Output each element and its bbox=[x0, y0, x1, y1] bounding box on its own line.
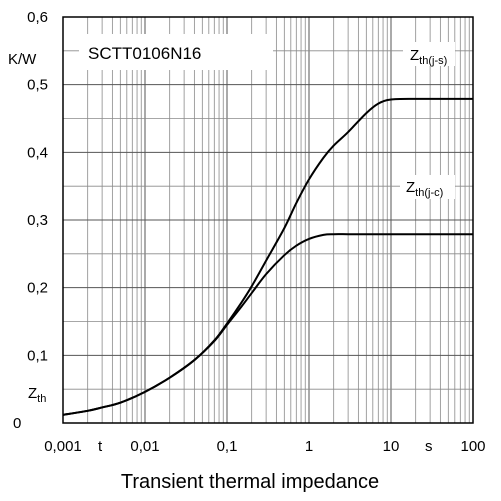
series-label-th-j-c-sub: th(j-c) bbox=[415, 187, 443, 199]
y-tick-label: 0,2 bbox=[27, 280, 48, 297]
series-label-th-j-s-main: Z bbox=[410, 47, 419, 64]
series-label-bg-js bbox=[403, 42, 455, 66]
x-tick-label: 100 bbox=[460, 438, 485, 455]
x-tick-label: 0,1 bbox=[217, 438, 238, 455]
y-tick-label: 0,1 bbox=[27, 347, 48, 364]
y-axis-symbol: Zth bbox=[28, 385, 46, 405]
y-tick-label: 0,6 bbox=[27, 9, 48, 26]
series-layer bbox=[62, 97, 473, 416]
y-tick-label: 0,5 bbox=[27, 77, 48, 94]
series-line-thj-c bbox=[62, 233, 473, 416]
series-label-th-j-s-sub: th(j-s) bbox=[419, 55, 447, 67]
x-tick-label: 1 bbox=[305, 438, 313, 455]
grid bbox=[62, 17, 473, 423]
device-label: SCTT0106N16 bbox=[88, 44, 201, 63]
x-tick-label: 0,01 bbox=[130, 438, 159, 455]
y-unit-label: K/W bbox=[8, 51, 37, 68]
series-label-th-j-c: Zth(j-c) bbox=[406, 179, 443, 199]
x-axis-symbol: t bbox=[98, 438, 103, 455]
y-axis-symbol-main: Z bbox=[28, 385, 37, 402]
y-tick-label: 0,4 bbox=[27, 144, 48, 161]
plot-frame bbox=[62, 16, 474, 424]
tick-labels: 0,001 0,01 0,1 1 10 100 0 0,1 0,2 0,3 0,4 0,5 0,6 bbox=[13, 9, 486, 455]
series-label-bg-jc bbox=[400, 175, 455, 199]
series-label-th-j-s: Zth(j-s) bbox=[410, 47, 447, 67]
y-axis-symbol-sub: th bbox=[37, 393, 46, 405]
y-tick-label: 0 bbox=[13, 415, 21, 432]
series-label-th-j-c-main: Z bbox=[406, 179, 415, 196]
chart-caption: Transient thermal impedance bbox=[121, 471, 379, 493]
x-unit-label: s bbox=[425, 438, 433, 455]
x-tick-label: 10 bbox=[383, 438, 400, 455]
device-label-box bbox=[79, 34, 273, 70]
x-tick-label: 0,001 bbox=[44, 438, 82, 455]
y-tick-label: 0,3 bbox=[27, 212, 48, 229]
